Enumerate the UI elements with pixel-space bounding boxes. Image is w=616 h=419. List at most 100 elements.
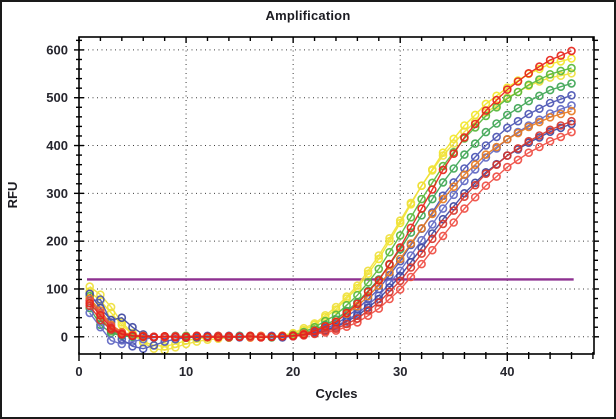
data-point-marker [502,162,512,172]
data-point-marker [385,259,394,269]
data-point-marker [160,331,169,341]
chart-title: Amplification [265,8,351,23]
data-point-marker [96,310,105,320]
data-point-marker [556,57,566,66]
data-point-marker [417,194,426,204]
data-point-marker [320,321,330,331]
series-line [89,94,572,350]
data-point-marker [395,285,405,294]
data-point-marker [320,310,330,320]
data-point-marker [556,82,566,91]
y-tick-label: 400 [46,138,68,153]
data-point-marker [481,141,491,150]
data-point-marker [395,276,405,286]
data-point-marker [117,313,127,323]
data-point-marker [438,231,448,241]
data-point-marker [556,51,566,60]
data-point-marker [513,128,523,138]
data-point-marker [492,95,501,105]
data-point-marker [106,323,116,333]
data-point-marker [385,287,394,297]
data-point-marker [567,119,576,129]
data-point-marker [171,342,180,352]
data-point-marker [470,160,480,169]
data-point-marker [567,101,576,110]
data-point-marker [545,98,555,108]
y-axis-label: RFU [5,181,20,209]
data-point-marker [535,91,544,101]
x-tick-label: 20 [286,364,300,379]
x-tick-label: 40 [500,364,514,379]
data-point-marker [545,85,555,95]
data-point-marker [460,150,469,159]
data-point-marker [427,166,437,175]
data-point-marker [470,165,480,174]
data-point-marker [545,70,555,79]
data-point-marker [524,80,534,90]
data-point-marker [513,103,523,113]
data-point-marker [138,331,148,341]
data-point-marker [524,69,534,78]
data-point-marker [567,79,576,88]
data-point-marker [385,234,394,243]
series-line [89,123,572,339]
data-point-marker [363,277,373,287]
data-point-marker [160,337,169,346]
data-point-marker [481,150,491,159]
data-point-marker [278,331,287,341]
data-point-marker [417,181,426,190]
data-point-marker [481,127,491,137]
series-sample-green-1 [85,63,576,342]
data-point-marker [395,254,405,264]
data-point-marker [406,213,416,222]
data-point-marker [449,149,459,158]
data-point-marker [342,292,352,301]
data-point-marker [492,142,501,152]
data-point-marker [353,281,362,290]
data-point-marker [96,295,105,304]
series-sample-red-1 [85,46,576,342]
series-sample-green-2 [85,79,576,342]
data-point-marker [556,121,566,130]
data-point-marker [535,75,544,84]
data-point-marker [567,106,576,116]
data-point-marker [556,104,566,114]
data-point-marker [427,209,437,219]
data-point-marker [395,231,405,240]
data-point-marker [460,192,469,201]
data-point-marker [149,341,159,350]
data-point-marker [342,319,352,329]
data-point-marker [513,155,523,165]
data-point-marker [513,87,523,97]
data-point-marker [513,116,523,126]
data-point-marker [556,132,566,142]
data-point-marker [427,234,437,244]
x-tick-label: 0 [75,364,82,379]
data-point-marker [524,136,534,146]
data-point-marker [363,306,373,315]
data-point-marker [460,133,469,142]
series-sample-yellow-1 [85,54,576,351]
series-line [89,50,572,339]
data-point-marker [556,94,566,104]
data-point-marker [492,172,501,181]
data-point-marker [567,116,576,126]
data-point-marker [460,204,469,213]
data-point-marker [417,249,426,258]
data-point-marker [438,151,448,160]
data-point-marker [192,331,202,341]
data-point-marker [128,341,137,351]
data-point-marker [502,123,512,133]
data-point-marker [438,219,448,229]
data-point-marker [535,131,544,140]
data-point-marker [502,151,512,160]
data-point-marker [449,182,459,191]
data-point-marker [438,165,448,175]
data-point-marker [535,62,544,71]
data-point-marker [449,139,459,148]
data-point-marker [556,71,566,80]
data-point-marker [406,223,416,233]
data-point-marker [556,109,566,119]
data-point-marker [106,302,116,312]
